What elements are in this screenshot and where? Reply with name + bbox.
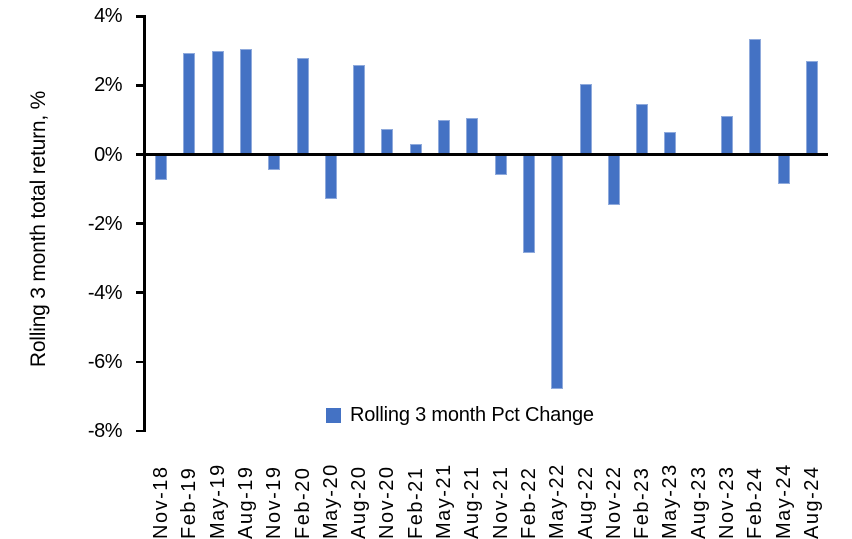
bar-Nov-18 (155, 154, 167, 181)
x-tick-label-Feb-19: Feb-19 (178, 466, 201, 539)
y-tick-label: -6% (87, 350, 123, 373)
y-tick-mark (135, 84, 145, 87)
x-tick-label-Aug-21: Aug-21 (461, 465, 484, 539)
x-tick-label-Feb-22: Feb-22 (517, 466, 540, 539)
y-tick-mark (135, 15, 145, 18)
x-tick-label-Nov-23: Nov-23 (716, 465, 738, 539)
x-tick-label-May-20: May-20 (319, 463, 342, 539)
y-tick-mark (135, 360, 145, 364)
bar-Nov-22 (607, 154, 620, 205)
y-tick-label: 2% (94, 74, 122, 97)
y-tick-mark (135, 153, 145, 156)
bar-Aug-24 (805, 61, 818, 155)
bar-Feb-24 (749, 38, 762, 155)
x-tick-label-May-22: May-22 (546, 463, 569, 539)
y-tick-mark (135, 429, 145, 433)
legend: Rolling 3 month Pct Change (326, 404, 594, 427)
x-tick-label-Aug-24: Aug-24 (800, 465, 823, 539)
bar-Nov-20 (381, 128, 394, 155)
x-tick-label-Aug-23: Aug-23 (687, 465, 710, 539)
zero-axis-line (144, 153, 828, 156)
bar-May-21 (438, 119, 450, 155)
y-tick-label: 4% (94, 5, 122, 28)
legend-label: Rolling 3 month Pct Change (350, 404, 594, 426)
bar-Nov-21 (494, 154, 507, 176)
bar-Feb-20 (296, 57, 309, 155)
bar-Feb-19 (183, 52, 196, 155)
y-tick-mark (135, 291, 145, 294)
bar-Aug-20 (353, 64, 366, 155)
x-tick-label-Aug-20: Aug-20 (348, 465, 371, 539)
x-tick-label-Nov-22: Nov-22 (602, 465, 625, 539)
y-tick-label: 0% (94, 143, 122, 166)
x-tick-label-Aug-19: Aug-19 (234, 465, 257, 539)
x-tick-label-Feb-21: Feb-21 (404, 466, 427, 539)
legend-swatch (326, 408, 341, 423)
x-tick-label-Nov-18: Nov-18 (150, 465, 172, 539)
y-axis-line (143, 15, 146, 433)
bar-May-19 (211, 50, 224, 155)
bar-Aug-19 (239, 49, 252, 155)
x-tick-label-Nov-21: Nov-21 (489, 465, 512, 539)
bar-Aug-22 (579, 83, 592, 155)
bar-May-23 (664, 132, 677, 155)
x-tick-label-Nov-19: Nov-19 (263, 465, 286, 539)
x-tick-label-Feb-24: Feb-24 (744, 466, 767, 539)
y-tick-label: -2% (87, 212, 123, 235)
bar-May-22 (551, 154, 564, 390)
x-tick-label-May-23: May-23 (659, 463, 682, 539)
bar-Aug-21 (466, 118, 479, 155)
y-tick-label: -4% (87, 281, 123, 304)
x-tick-label-Feb-23: Feb-23 (631, 466, 654, 539)
bar-Feb-23 (636, 104, 649, 155)
y-tick-label: -8% (87, 419, 123, 442)
bar-May-24 (777, 154, 790, 184)
x-tick-label-Aug-22: Aug-22 (574, 465, 597, 539)
bar-Nov-19 (268, 154, 281, 171)
x-tick-label-Feb-20: Feb-20 (291, 466, 314, 539)
bar-Feb-22 (522, 154, 535, 253)
x-tick-label-Nov-20: Nov-20 (376, 465, 399, 539)
x-tick-label-May-24: May-24 (772, 463, 795, 539)
bar-May-20 (324, 154, 337, 200)
x-tick-label-May-19: May-19 (206, 463, 229, 539)
y-tick-mark (135, 222, 145, 225)
bar-Nov-23 (721, 116, 733, 155)
x-tick-label-May-21: May-21 (433, 463, 455, 539)
